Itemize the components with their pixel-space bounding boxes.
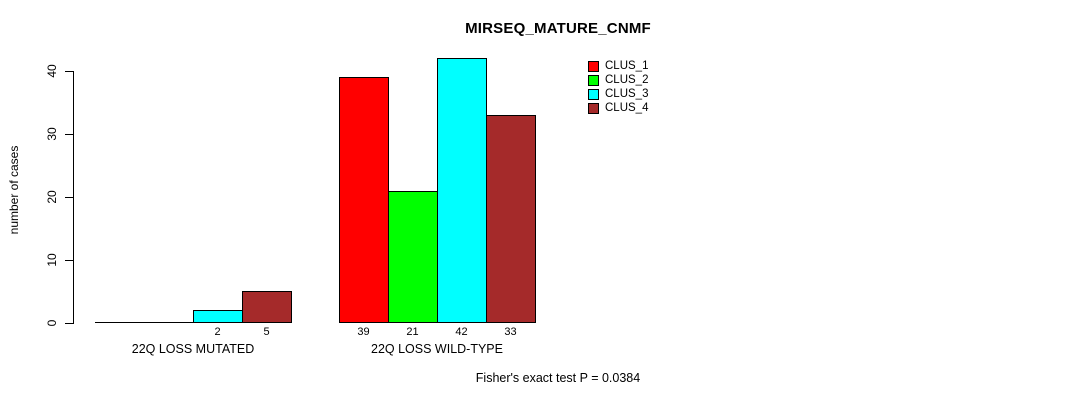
y-tick-label: 30 [45,127,59,141]
legend-label: CLUS_1 [605,60,649,72]
legend: CLUS_1 CLUS_2 CLUS_3 CLUS_4 [588,60,649,117]
legend-row-CLUS_1: CLUS_1 [588,60,649,72]
bar-value-label: 42 [455,326,468,338]
group-label: 22Q LOSS MUTATED [131,342,255,356]
y-tick-label: 20 [45,190,59,204]
legend-swatch-CLUS_1 [588,61,599,72]
legend-row-CLUS_3: CLUS_3 [588,88,649,100]
y-tick-mark [65,134,73,135]
bar-value-label: 33 [504,326,517,338]
y-axis-title-text: number of cases [7,145,21,235]
legend-swatch-CLUS_2 [588,75,599,86]
bar-CLUS_3 [193,310,243,323]
y-axis-line [73,71,74,324]
footnote-text: Fisher's exact test P = 0.0384 [475,371,641,385]
legend-swatch-CLUS_3 [588,89,599,100]
legend-label: CLUS_2 [605,74,649,86]
bar-CLUS_4 [486,115,536,323]
y-tick-mark [65,260,73,261]
legend-label: CLUS_3 [605,88,649,100]
bar-value-label: 21 [406,326,419,338]
y-tick-mark [65,323,73,324]
bar-CLUS_3 [437,58,487,323]
bar-value-label: 5 [263,326,270,338]
y-tick-mark [65,71,73,72]
y-tick-label: 40 [45,64,59,78]
bar-value-label: 2 [214,326,221,338]
bar-CLUS_1-zero [95,322,145,323]
bar-CLUS_4 [242,291,292,323]
bar-value-label: 39 [357,326,370,338]
bar-CLUS_2-zero [144,322,194,323]
y-tick-label: 0 [45,319,59,327]
legend-row-CLUS_4: CLUS_4 [588,102,649,114]
y-tick-mark [65,197,73,198]
bar-CLUS_2 [388,191,438,323]
group-label: 22Q LOSS WILD-TYPE [371,342,503,356]
y-tick-label: 10 [45,253,59,267]
legend-row-CLUS_2: CLUS_2 [588,74,649,86]
legend-label: CLUS_4 [605,102,649,114]
legend-swatch-CLUS_4 [588,103,599,114]
chart-title: MIRSEQ_MATURE_CNMF [465,20,651,37]
bar-CLUS_1 [339,77,389,323]
